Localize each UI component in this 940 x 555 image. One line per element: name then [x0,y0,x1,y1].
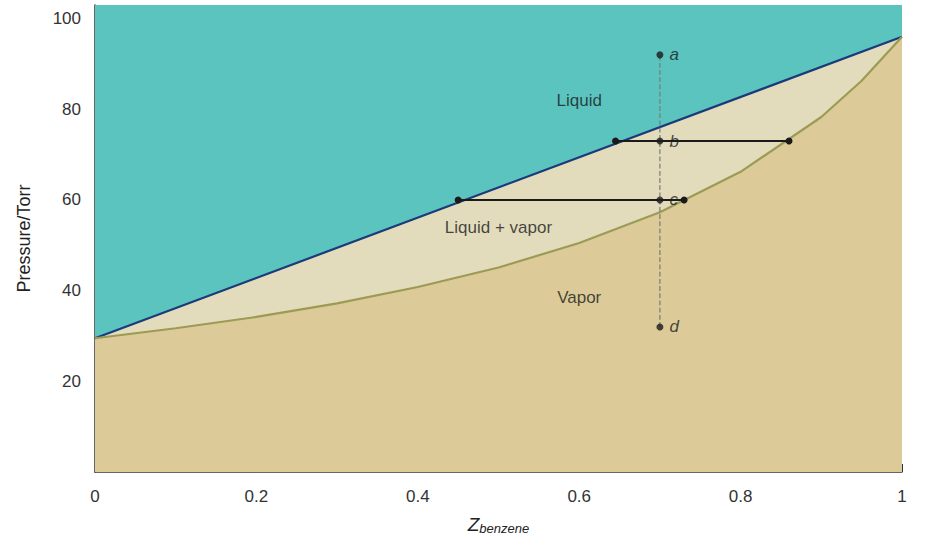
svg-text:b: b [669,132,678,151]
svg-text:0.2: 0.2 [245,487,269,506]
svg-text:Pressure/Torr: Pressure/Torr [14,184,34,292]
svg-text:c: c [669,190,678,209]
svg-text:40: 40 [62,281,81,300]
svg-text:0: 0 [90,487,99,506]
svg-text:100: 100 [53,9,81,28]
svg-text:a: a [669,45,678,64]
svg-text:Z: Z [467,514,480,535]
svg-text:Liquid: Liquid [557,91,602,110]
svg-text:benzene: benzene [479,521,529,536]
svg-text:Vapor: Vapor [557,288,601,307]
svg-text:0.6: 0.6 [567,487,591,506]
svg-text:60: 60 [62,190,81,209]
svg-text:Liquid + vapor: Liquid + vapor [445,218,553,237]
svg-text:d: d [669,317,679,336]
svg-text:1: 1 [897,487,906,506]
svg-text:0.8: 0.8 [729,487,753,506]
svg-text:20: 20 [62,372,81,391]
svg-text:0.4: 0.4 [406,487,430,506]
svg-text:80: 80 [62,100,81,119]
